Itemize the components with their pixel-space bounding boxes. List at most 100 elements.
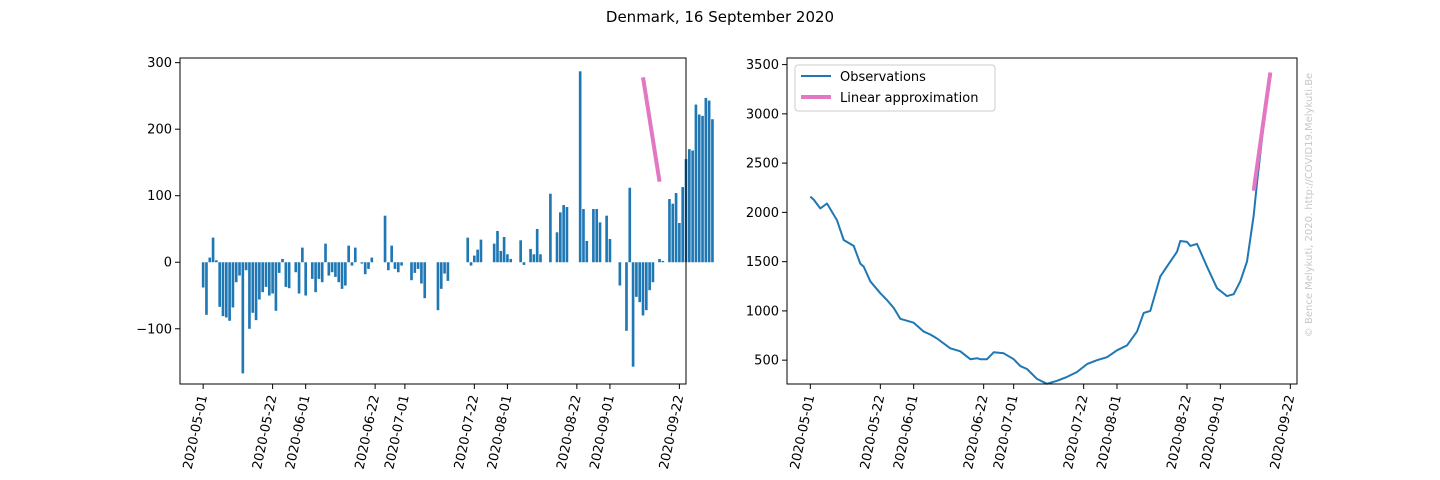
bar <box>211 237 215 263</box>
observations-line <box>809 76 1272 385</box>
bar <box>413 262 417 273</box>
bar <box>330 262 334 273</box>
bar <box>479 239 483 263</box>
x-tick-label: 2020-06-01 <box>283 394 313 471</box>
bar <box>228 262 231 321</box>
bar <box>201 262 205 288</box>
x-axis-ticks: 2020-05-01 2020-05-22 2020-06-01 2020-06-22… <box>788 384 1298 471</box>
bar <box>208 257 212 263</box>
bar <box>304 262 307 296</box>
bar <box>522 262 526 265</box>
y-tick-label: 100 <box>147 189 172 204</box>
bar <box>565 207 569 263</box>
bar <box>707 100 711 263</box>
bar <box>267 262 271 296</box>
bar <box>317 262 321 279</box>
bar <box>466 237 470 263</box>
bar <box>562 205 565 263</box>
y-tick-label: 1500 <box>746 255 779 270</box>
bar <box>469 262 473 266</box>
bar <box>383 215 387 263</box>
x-axis-ticks: 2020-05-01 2020-05-22 2020-06-01 2020-06-22… <box>181 384 687 471</box>
bar <box>248 262 251 329</box>
x-tick-label: 2020-08-01 <box>485 394 515 471</box>
x-tick-label: 2020-08-01 <box>1095 394 1125 471</box>
bar <box>529 248 532 263</box>
bar <box>608 238 612 263</box>
bar <box>234 262 238 283</box>
bar <box>423 262 427 299</box>
bar <box>585 240 589 263</box>
bar <box>496 230 499 263</box>
bar <box>370 257 374 263</box>
bar <box>205 262 208 315</box>
x-tick-label: 2020-09-22 <box>1268 394 1298 471</box>
bar <box>284 262 288 287</box>
bar <box>559 212 562 263</box>
x-tick-label: 2020-06-22 <box>353 394 383 471</box>
x-tick-label: 2020-09-01 <box>587 394 617 471</box>
bar <box>592 209 595 263</box>
bar <box>420 262 423 284</box>
plot-frame <box>786 57 1298 385</box>
x-tick-label: 2020-07-01 <box>991 394 1021 471</box>
legend-observations-label: Observations <box>840 70 926 85</box>
x-tick-label: 2020-05-22 <box>858 394 888 471</box>
y-tick-label: 0 <box>164 256 172 271</box>
bar <box>711 119 714 263</box>
bar <box>671 203 675 263</box>
bar <box>347 245 350 263</box>
bar <box>661 260 665 263</box>
bar <box>416 262 420 269</box>
x-tick-label: 2020-06-01 <box>891 394 921 471</box>
bar <box>314 262 317 293</box>
linear-approximation-line <box>641 76 662 183</box>
bar <box>387 262 390 271</box>
bar <box>334 262 337 277</box>
x-tick-label: 2020-05-01 <box>181 394 211 471</box>
x-tick-label: 2020-05-22 <box>250 394 280 471</box>
y-tick-label: 200 <box>147 123 172 138</box>
bar <box>638 262 642 303</box>
bar <box>694 104 698 263</box>
trend-line <box>1251 72 1273 191</box>
bar <box>367 262 370 269</box>
bar <box>254 262 258 321</box>
bar <box>631 262 635 367</box>
y-tick-label: 3000 <box>746 107 779 122</box>
bar <box>644 262 648 311</box>
bar <box>549 193 552 263</box>
bar <box>535 228 539 263</box>
x-tick-label: 2020-07-01 <box>382 394 412 471</box>
bar <box>281 258 284 263</box>
bar <box>641 262 645 316</box>
bar <box>674 193 678 263</box>
bar <box>605 215 608 263</box>
watermark: © Bence Melykuti, 2020. http://COVID19.M… <box>1304 73 1315 337</box>
bar <box>509 258 513 263</box>
bar <box>251 262 255 313</box>
bar <box>598 222 602 263</box>
x-tick-label: 2020-08-22 <box>1165 394 1195 471</box>
y-axis-ticks: −100 0 100 200 300 <box>136 56 180 337</box>
bar <box>519 240 522 263</box>
bar <box>337 262 341 283</box>
bar <box>231 262 235 308</box>
y-tick-label: 500 <box>754 354 779 369</box>
bar-series <box>201 71 714 374</box>
y-tick-label: 300 <box>147 56 172 71</box>
bar <box>215 260 218 263</box>
bar <box>393 262 397 269</box>
bar <box>350 262 354 266</box>
bar <box>476 249 479 263</box>
bar <box>400 262 403 266</box>
x-tick-label: 2020-05-01 <box>788 394 818 471</box>
bar <box>241 262 245 374</box>
y-axis-ticks: 500 1000 1500 2000 2500 3000 3500 <box>746 58 787 369</box>
bar <box>446 262 450 281</box>
bar <box>582 209 585 263</box>
x-tick-label: 2020-09-01 <box>1198 394 1228 471</box>
bar <box>360 262 364 264</box>
bar <box>261 262 265 293</box>
